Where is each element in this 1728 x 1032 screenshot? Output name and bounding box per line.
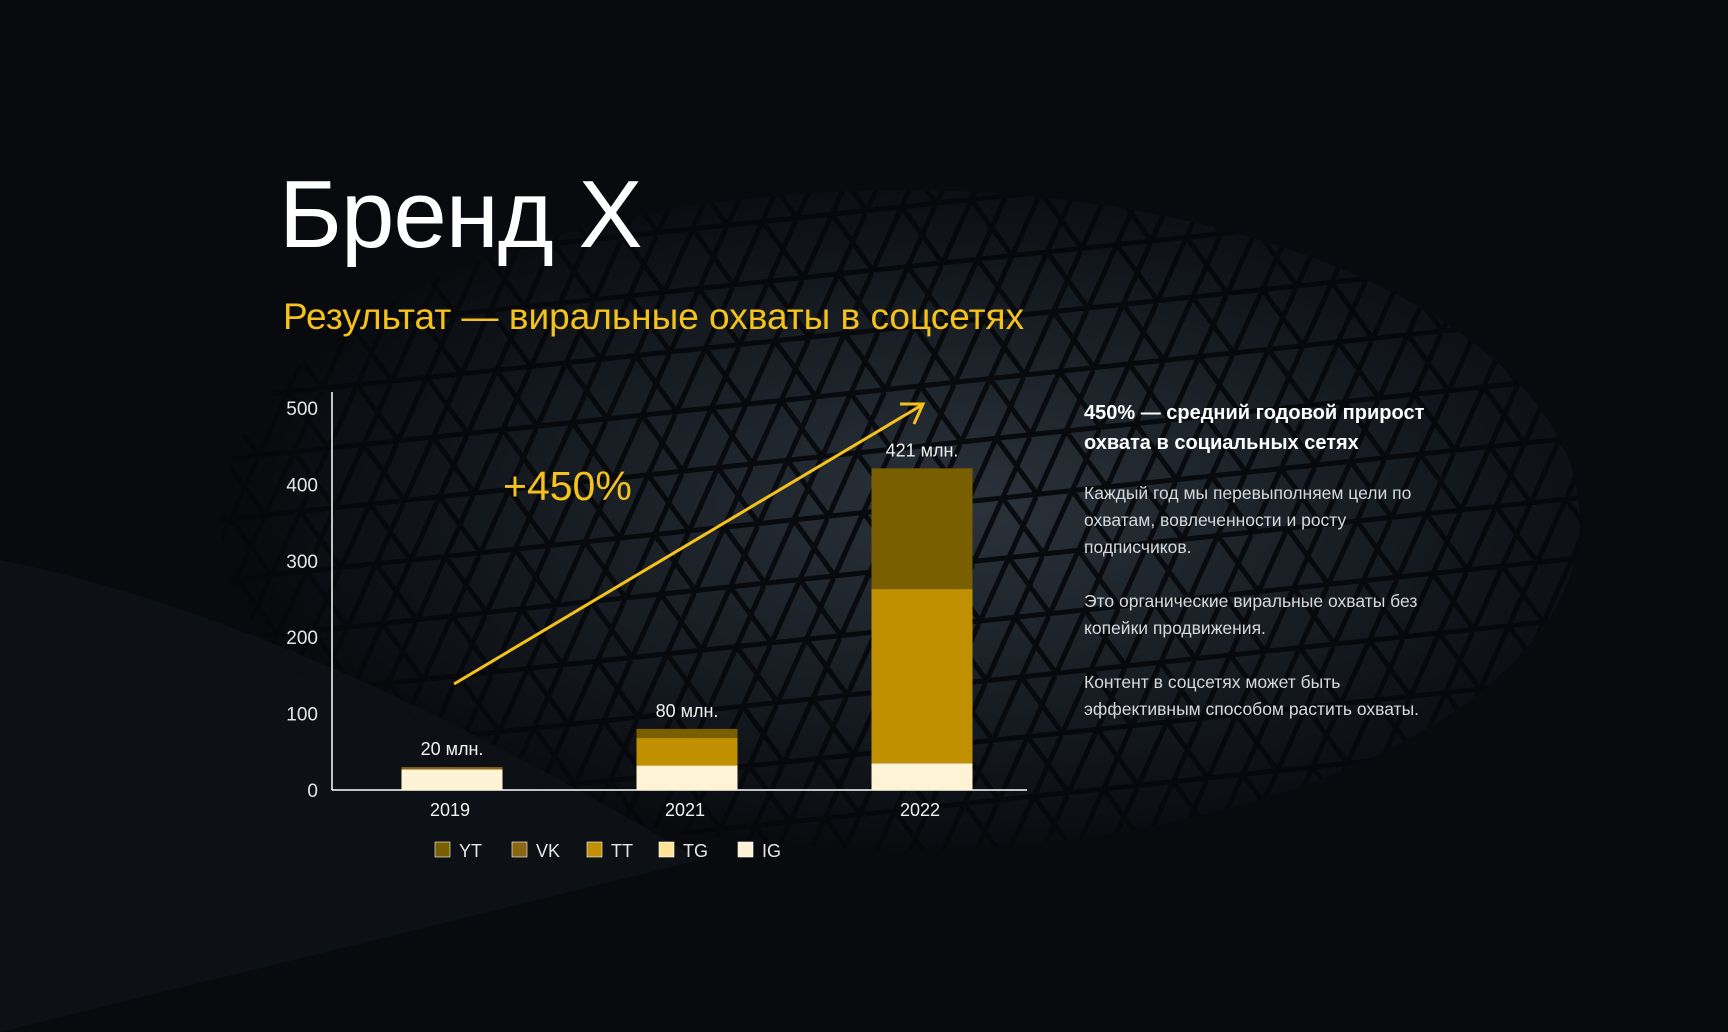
legend-item-tg: TG [658, 841, 708, 861]
y-tick-label: 200 [286, 628, 318, 649]
y-tick-label: 300 [286, 552, 318, 573]
legend-label: IG [762, 841, 781, 861]
bar-segment-yt-2022 [871, 468, 973, 590]
legend-label: TG [683, 841, 708, 861]
x-tick-label: 2022 [900, 800, 940, 820]
legend-label: TT [611, 841, 633, 861]
growth-annotation: +450% [503, 463, 632, 509]
bar-segment-tt-2021 [636, 738, 738, 766]
legend-swatch [434, 841, 451, 858]
y-tick-label: 500 [286, 399, 318, 420]
side-heading: 450% — средний годовой прирост охвата в … [1084, 402, 1425, 454]
y-tick-label: 400 [286, 475, 318, 496]
y-tick-label: 0 [307, 781, 318, 802]
bar-segment-ig-2019 [401, 769, 503, 790]
growth-arrow [453, 402, 926, 686]
page-subtitle: Результат — виральные охваты в соцсетях [283, 296, 1025, 337]
legend-item-ig: IG [737, 841, 781, 861]
bar-segment-vk-2019 [401, 767, 503, 770]
y-tick-label: 100 [286, 705, 318, 726]
bar-segment-ig-2021 [636, 765, 738, 790]
page-title: Бренд X [279, 161, 643, 268]
side-paragraph: Это органические виральные охваты без ко… [1084, 591, 1418, 638]
x-tick-label: 2021 [665, 800, 705, 820]
bar-segment-yt-2021 [636, 728, 738, 739]
legend-swatch [511, 841, 528, 858]
bar-segment-tt-2022 [871, 589, 973, 764]
legend-label: YT [459, 841, 482, 861]
legend-item-vk: VK [511, 841, 560, 861]
bar-total-label: 20 млн. [421, 739, 484, 759]
bar-total-label: 80 млн. [656, 701, 719, 721]
side-paragraph: Контент в соцсетях может быть эффективны… [1084, 672, 1420, 719]
side-paragraph: Каждый год мы перевыполняем цели по охва… [1084, 483, 1412, 557]
legend-label: VK [536, 841, 560, 861]
legend-swatch [658, 841, 675, 858]
side-panel: 450% — средний годовой прирост охвата в … [1084, 398, 1484, 750]
bar-segment-ig-2022 [871, 763, 973, 790]
bar-total-label: 421 млн. [886, 440, 959, 460]
legend-item-yt: YT [434, 841, 482, 861]
x-tick-label: 2019 [430, 800, 470, 820]
legend-item-tt: TT [586, 841, 633, 861]
legend-swatch [586, 841, 603, 858]
legend-swatch [737, 841, 754, 858]
